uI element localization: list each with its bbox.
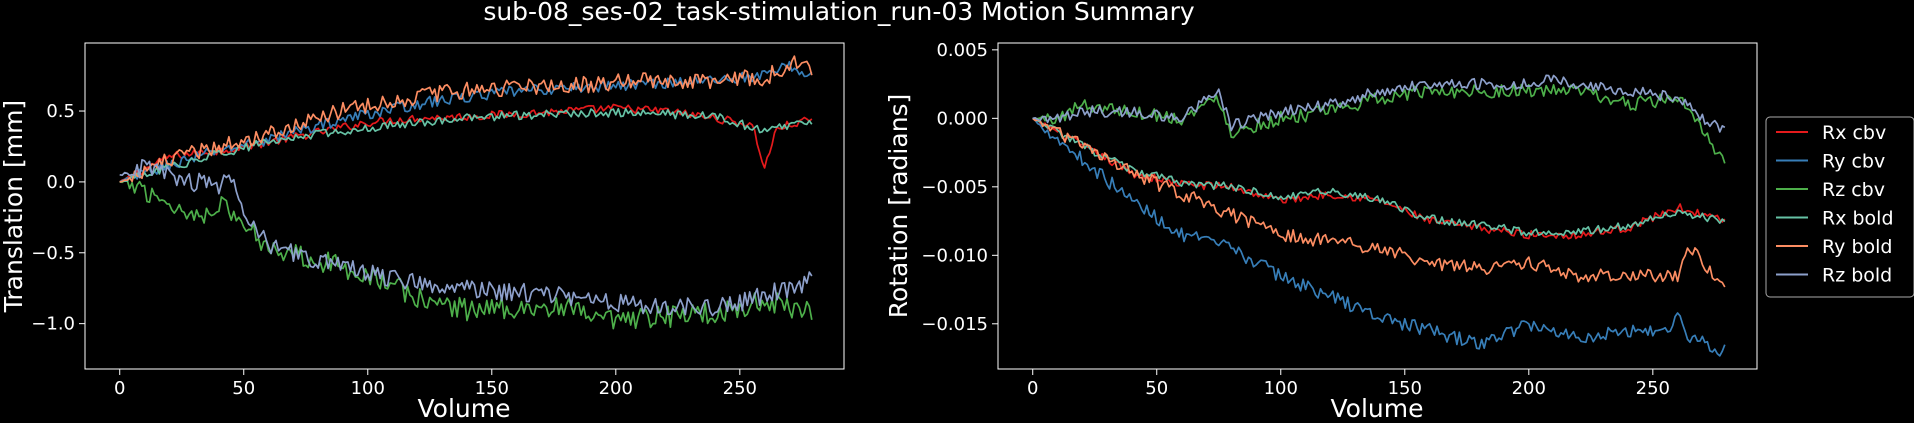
translation-y-tick-label: −0.5 (31, 243, 75, 264)
translation-x-tick-label: 100 (351, 378, 385, 399)
rotation-panel: 0 50 100 150 200 250 0.005 0.000 −0.005 −0.010 −0.… (884, 40, 1758, 423)
legend-label-0: Rx cbv (1822, 122, 1886, 144)
translation-series-line-4 (119, 55, 813, 183)
translation-x-tick-label: 50 (232, 378, 255, 399)
legend-label-4: Ry bold (1822, 236, 1892, 258)
legend-box (1765, 116, 1914, 298)
rotation-x-tick-label: 150 (1388, 378, 1422, 399)
translation-series-line-5 (119, 158, 813, 317)
translation-x-axis-label: Volume (418, 394, 511, 423)
rotation-y-tick-label: −0.005 (921, 177, 988, 198)
translation-series-line-3 (119, 107, 813, 183)
rotation-series-layer (1032, 74, 1726, 357)
rotation-x-tick-label: 0 (1027, 378, 1038, 399)
translation-ticks: 0 50 100 150 200 250 −1.0 −0.5 0.0 0.5 (31, 101, 757, 399)
translation-x-tick-label: 150 (475, 378, 509, 399)
translation-x-tick-label: 0 (114, 378, 125, 399)
translation-panel: 0 50 100 150 200 250 −1.0 −0.5 0.0 0.5 Volume Tra… (0, 42, 845, 423)
rotation-y-tick-label: 0.000 (936, 108, 988, 129)
translation-x-tick-label: 250 (723, 378, 757, 399)
rotation-series-line-3 (1032, 117, 1726, 237)
rotation-x-tick-label: 50 (1145, 378, 1168, 399)
figure-title: sub-08_ses-02_task-stimulation_run-03 Mo… (483, 0, 1195, 26)
rotation-x-axis-label: Volume (1331, 394, 1424, 423)
rotation-x-tick-label: 250 (1636, 378, 1670, 399)
translation-plot-frame (84, 42, 845, 370)
legend: Rx cbv Ry cbv Rz cbv Rx bold Ry bold Rz bold (1765, 116, 1914, 298)
rotation-y-axis-label: Rotation [radians] (884, 94, 913, 319)
rotation-series-line-5 (1032, 74, 1726, 133)
legend-label-5: Rz bold (1822, 265, 1892, 287)
rotation-series-line-2 (1032, 83, 1726, 164)
rotation-y-tick-label: −0.010 (921, 245, 988, 266)
translation-x-tick-label: 200 (599, 378, 633, 399)
rotation-ticks: 0 50 100 150 200 250 0.005 0.000 −0.005 −0.010 −0.… (921, 40, 1670, 399)
translation-y-tick-label: 0.0 (46, 172, 75, 193)
rotation-x-tick-label: 200 (1512, 378, 1546, 399)
translation-series-line-2 (119, 179, 813, 330)
translation-series-line-1 (119, 60, 813, 183)
translation-y-tick-label: −1.0 (31, 314, 75, 335)
legend-label-3: Rx bold (1822, 208, 1894, 230)
rotation-series-line-0 (1032, 117, 1726, 240)
translation-series-layer (119, 55, 813, 330)
rotation-x-tick-label: 100 (1264, 378, 1298, 399)
translation-y-axis-label: Translation [mm] (0, 100, 28, 313)
rotation-series-line-4 (1032, 117, 1726, 288)
translation-y-tick-label: 0.5 (46, 101, 75, 122)
legend-label-2: Rz cbv (1822, 179, 1885, 201)
translation-series-line-0 (119, 103, 813, 183)
rotation-y-tick-label: 0.005 (936, 40, 988, 61)
rotation-series-line-1 (1032, 117, 1726, 357)
legend-label-1: Ry cbv (1822, 151, 1885, 173)
rotation-y-tick-label: −0.015 (921, 314, 988, 335)
rotation-plot-frame (997, 42, 1758, 370)
